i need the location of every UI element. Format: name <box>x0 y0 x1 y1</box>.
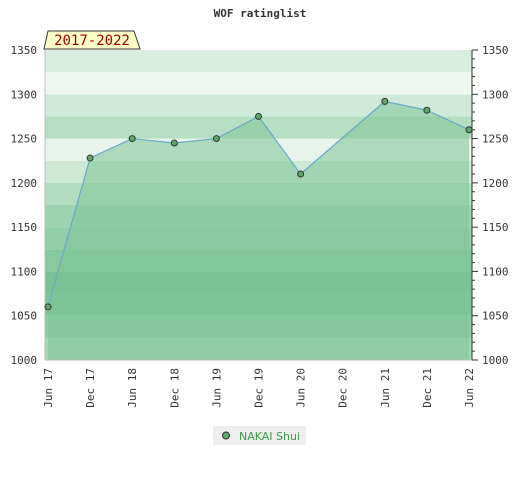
period-badge-label: 2017-2022 <box>54 33 130 49</box>
x-tick-label: Dec 18 <box>168 368 181 408</box>
axes: 1000 1000 1050 1050 1100 1100 1150 1150 1200 1200… <box>11 44 509 408</box>
y-tick-label-right: 1200 <box>482 177 509 190</box>
x-tick-label: Jun 21 <box>379 368 392 408</box>
y-tick-label-left: 1150 <box>11 221 38 234</box>
data-point <box>465 126 473 134</box>
x-tick-label: Dec 17 <box>84 368 97 408</box>
legend-box <box>213 426 306 445</box>
data-point <box>381 97 389 105</box>
y-tick-label-right: 1050 <box>482 310 509 323</box>
x-tick-label: Dec 20 <box>337 368 350 408</box>
period-badge-bg <box>43 30 141 50</box>
series-area <box>48 101 469 360</box>
chart-title: WOF ratinglist <box>214 7 307 20</box>
series-line <box>47 100 470 308</box>
x-tick-label: Dec 21 <box>421 368 434 408</box>
grid-band <box>45 94 472 117</box>
data-markers <box>44 97 473 311</box>
y-tick-label-right: 1150 <box>482 221 509 234</box>
x-tick-label: Dec 19 <box>253 368 266 408</box>
data-point <box>44 303 52 311</box>
y-tick-label-left: 1050 <box>11 310 38 323</box>
y-tick-label-left: 1000 <box>11 354 38 367</box>
legend-marker <box>222 431 230 440</box>
data-point <box>297 170 305 178</box>
grid-band <box>45 50 472 73</box>
legend: NAKAI Shui <box>213 426 306 445</box>
y-tick-label-right: 1300 <box>482 88 509 101</box>
x-tick-label: Jun 19 <box>210 368 223 408</box>
y-tick-label-left: 1100 <box>11 265 38 278</box>
y-tick-label-right: 1250 <box>482 133 509 146</box>
x-tick-label: Jun 20 <box>295 368 308 408</box>
x-tick-label: Jun 22 <box>463 368 476 408</box>
y-tick-label-left: 1250 <box>11 133 38 146</box>
data-point <box>170 139 178 147</box>
x-tick-label: Jun 17 <box>42 368 55 408</box>
y-tick-label-left: 1200 <box>11 177 38 190</box>
y-tick-label-right: 1350 <box>482 44 509 57</box>
legend-label: NAKAI Shui <box>239 430 300 443</box>
x-tick-label: Jun 18 <box>126 368 139 408</box>
y-tick-label-left: 1350 <box>11 44 38 57</box>
y-tick-label-right: 1000 <box>482 354 509 367</box>
data-point <box>128 135 136 143</box>
y-tick-label-right: 1100 <box>482 265 509 278</box>
data-point <box>423 106 431 114</box>
y-tick-label-left: 1300 <box>11 88 38 101</box>
data-point <box>212 135 220 143</box>
data-point <box>86 154 94 162</box>
grid-band <box>45 72 472 95</box>
area-layer <box>47 100 470 360</box>
period-badge: 2017-2022 <box>43 30 141 50</box>
data-point <box>255 112 262 120</box>
